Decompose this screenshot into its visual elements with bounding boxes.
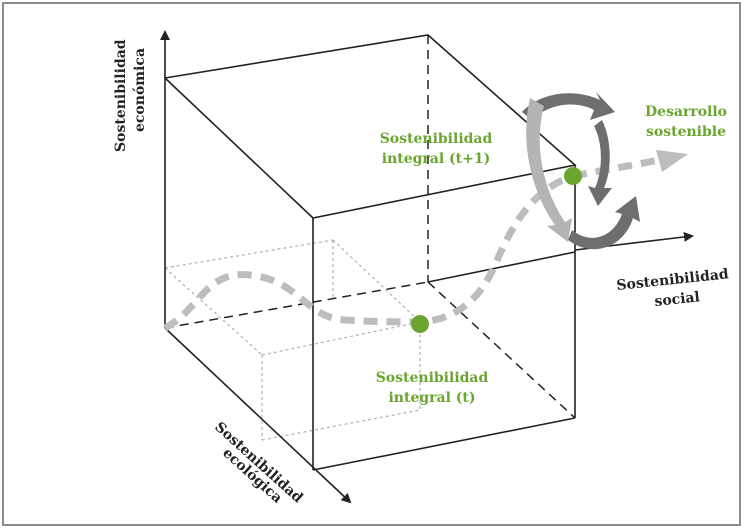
axes <box>160 30 694 504</box>
label-point-t1-line1: Sostenibilidad <box>380 131 493 147</box>
hidden-edges <box>164 35 576 419</box>
main-cube <box>164 34 577 471</box>
development-path <box>163 156 661 332</box>
label-economica-line1: Sostenibilidad <box>113 39 129 152</box>
label-target-line1: Desarrollo <box>645 104 727 120</box>
cycle-arrow-bottom <box>568 196 640 250</box>
path-arrowhead <box>656 150 688 172</box>
label-point-t-line1: Sostenibilidad <box>376 370 489 386</box>
label-economica-line2: económica <box>132 48 148 132</box>
cycle-arrow-right <box>588 120 612 206</box>
label-social-line1: Sostenibilidad <box>616 266 730 294</box>
label-economica: Sostenibilidad económica <box>113 39 148 152</box>
label-point-t-line2: integral (t) <box>388 390 475 406</box>
inner-dotted-cube <box>164 239 421 441</box>
label-target-line2: sostenible <box>646 124 726 140</box>
cycle-arrows <box>522 92 640 250</box>
point-t <box>411 315 429 333</box>
label-ecologica: Sostenibilidad ecológica <box>211 419 306 507</box>
cycle-arrow-top <box>522 92 615 120</box>
label-ecologica-line1: Sostenibilidad <box>211 419 306 506</box>
label-point-t: Sostenibilidad integral (t) <box>376 370 489 406</box>
point-t1 <box>564 167 582 185</box>
label-target: Desarrollo sostenible <box>645 104 727 140</box>
label-social: Sostenibilidad social <box>616 266 730 310</box>
label-social-line2: social <box>654 289 701 310</box>
label-point-t1-line2: integral (t+1) <box>382 151 491 167</box>
cycle-arrow-left <box>526 98 572 242</box>
axis-ecologica <box>164 327 352 504</box>
label-point-t1: Sostenibilidad integral (t+1) <box>380 131 493 167</box>
